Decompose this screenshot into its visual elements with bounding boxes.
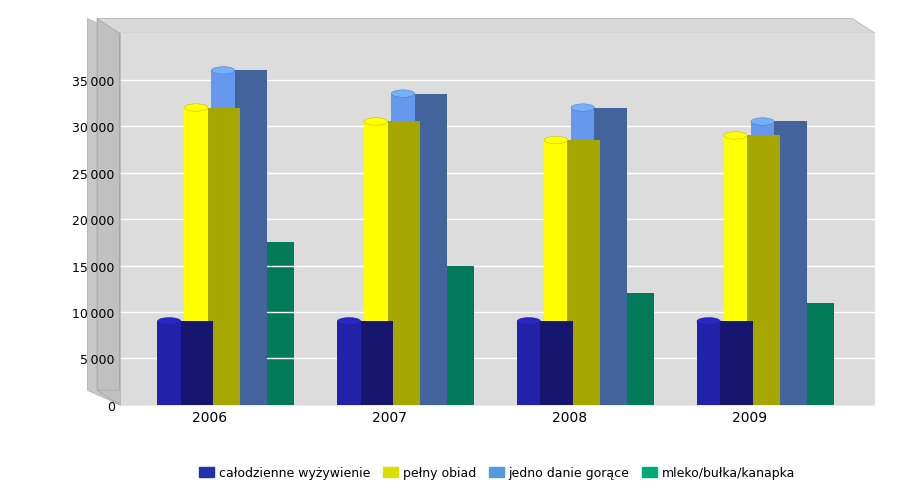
Legend: całodzienne wyżywienie, pełny obiad, jedno danie gorące, mleko/bułka/kanapka: całodzienne wyżywienie, pełny obiad, jed… xyxy=(194,461,800,484)
Ellipse shape xyxy=(391,91,414,98)
Polygon shape xyxy=(747,136,780,405)
Polygon shape xyxy=(157,322,181,405)
Polygon shape xyxy=(414,94,447,405)
Polygon shape xyxy=(212,71,235,405)
Polygon shape xyxy=(571,108,594,405)
Ellipse shape xyxy=(418,262,441,270)
Ellipse shape xyxy=(544,403,567,407)
Polygon shape xyxy=(337,322,361,405)
Ellipse shape xyxy=(598,403,622,407)
Polygon shape xyxy=(778,303,801,405)
Polygon shape xyxy=(697,322,720,405)
Ellipse shape xyxy=(365,119,388,126)
Ellipse shape xyxy=(337,403,361,407)
Polygon shape xyxy=(181,322,214,405)
Ellipse shape xyxy=(751,119,775,126)
Ellipse shape xyxy=(697,403,720,407)
Ellipse shape xyxy=(724,132,747,140)
Ellipse shape xyxy=(778,403,801,407)
Ellipse shape xyxy=(391,403,414,407)
Polygon shape xyxy=(239,243,262,405)
Polygon shape xyxy=(724,136,747,405)
Ellipse shape xyxy=(571,403,594,407)
Ellipse shape xyxy=(239,239,262,246)
Polygon shape xyxy=(418,266,441,405)
Ellipse shape xyxy=(365,403,388,407)
Ellipse shape xyxy=(778,299,801,307)
Polygon shape xyxy=(391,94,414,405)
Ellipse shape xyxy=(697,318,720,325)
Polygon shape xyxy=(361,322,393,405)
Ellipse shape xyxy=(157,318,181,325)
Polygon shape xyxy=(365,122,388,405)
Polygon shape xyxy=(775,122,807,405)
Ellipse shape xyxy=(337,318,361,325)
Polygon shape xyxy=(622,294,654,405)
Polygon shape xyxy=(517,322,541,405)
Ellipse shape xyxy=(157,403,181,407)
Polygon shape xyxy=(567,141,600,405)
Polygon shape xyxy=(235,71,267,405)
Ellipse shape xyxy=(517,403,541,407)
Ellipse shape xyxy=(184,403,208,407)
Polygon shape xyxy=(441,266,474,405)
Polygon shape xyxy=(388,122,420,405)
Ellipse shape xyxy=(517,318,541,325)
Ellipse shape xyxy=(212,67,235,75)
Polygon shape xyxy=(262,243,294,405)
Ellipse shape xyxy=(724,403,747,407)
Polygon shape xyxy=(720,322,752,405)
Polygon shape xyxy=(208,108,240,405)
Ellipse shape xyxy=(751,403,775,407)
Polygon shape xyxy=(184,108,208,405)
Polygon shape xyxy=(541,322,573,405)
Polygon shape xyxy=(544,141,567,405)
Polygon shape xyxy=(751,122,775,405)
Ellipse shape xyxy=(239,403,262,407)
Ellipse shape xyxy=(544,137,567,144)
Polygon shape xyxy=(594,108,627,405)
Ellipse shape xyxy=(184,104,208,112)
Ellipse shape xyxy=(418,403,441,407)
Ellipse shape xyxy=(598,290,622,298)
Polygon shape xyxy=(801,303,834,405)
Ellipse shape xyxy=(212,403,235,407)
Polygon shape xyxy=(598,294,622,405)
Ellipse shape xyxy=(571,104,594,112)
